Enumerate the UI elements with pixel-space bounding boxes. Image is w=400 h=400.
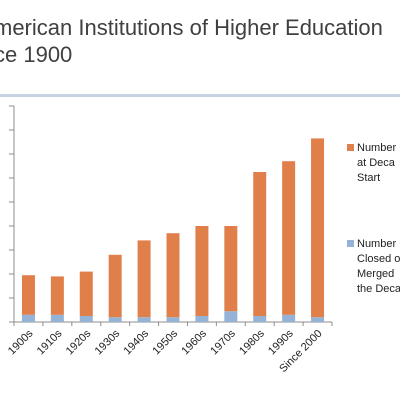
x-tick-labels: 1900s 1910s 1920s 1930s 1940s 1950s 1960s 1970s…	[6, 327, 325, 375]
bar-segment-decade-start	[166, 233, 180, 318]
slide-title: merican Institutions of Higher Education…	[0, 15, 383, 67]
bar-segment-decade-start	[108, 254, 122, 318]
x-tick-label: 1930s	[93, 327, 123, 357]
bar-segment-closed-merged	[108, 317, 122, 322]
bar-segment-decade-start	[21, 275, 35, 315]
bar-segment-decade-start	[50, 276, 64, 315]
bar-segment-closed-merged	[195, 316, 209, 322]
bar-segment-decade-start	[282, 161, 296, 315]
bar-segment-decade-start	[137, 240, 151, 318]
bar-segment-closed-merged	[224, 311, 238, 322]
x-tick-label: 1950s	[150, 327, 180, 357]
bar-segment-closed-merged	[311, 317, 325, 322]
x-tick-label: 1980s	[237, 327, 267, 357]
bar-segment-closed-merged	[253, 316, 267, 322]
x-tick-label: 1900s	[6, 327, 36, 357]
legend-label-decade-start: Number at Deca Start	[357, 142, 397, 184]
bar-segment-closed-merged	[79, 316, 93, 322]
chart-bars	[21, 138, 325, 322]
bar-segment-decade-start	[253, 172, 267, 316]
x-tick-label: 1920s	[64, 327, 94, 357]
legend-swatch-decade-start	[347, 144, 354, 151]
bar-segment-closed-merged	[50, 314, 64, 322]
legend-swatch-closed-merged	[347, 240, 354, 247]
x-tick-label: 1970s	[208, 327, 238, 357]
bar-segment-decade-start	[79, 271, 93, 316]
bar-segment-closed-merged	[282, 314, 296, 322]
x-tick-label: 1910s	[35, 327, 65, 357]
bar-segment-decade-start	[224, 226, 238, 312]
bar-segment-decade-start	[311, 138, 325, 318]
x-tick-label: 1940s	[122, 327, 152, 357]
legend-label-closed-merged: Number Closed o Merged the Deca	[357, 238, 400, 295]
title-divider	[0, 94, 400, 97]
bar-segment-closed-merged	[21, 314, 35, 322]
bar-segment-closed-merged	[166, 317, 180, 322]
bar-segment-closed-merged	[137, 317, 151, 322]
bar-segment-decade-start	[195, 226, 209, 316]
x-tick-label: 1960s	[179, 327, 209, 357]
